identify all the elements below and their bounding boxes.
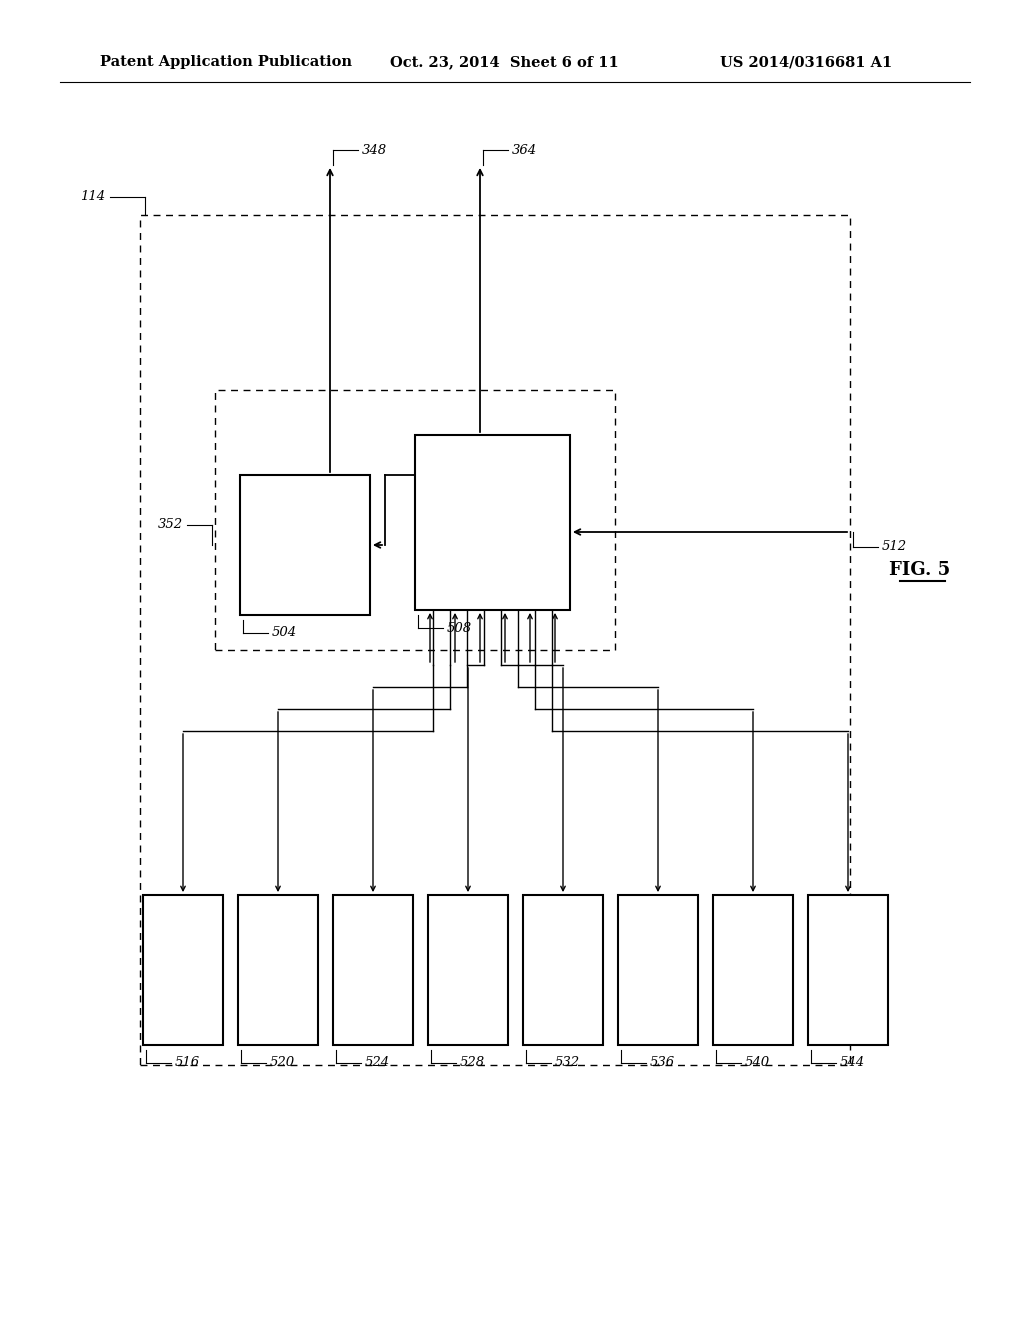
Text: FIG. 5: FIG. 5	[890, 561, 950, 579]
Text: 540: 540	[745, 1056, 770, 1069]
Bar	[428, 895, 508, 1045]
Bar	[523, 895, 603, 1045]
Bar	[808, 895, 888, 1045]
Text: Patent Application Publication: Patent Application Publication	[100, 55, 352, 69]
Text: 114: 114	[80, 190, 105, 203]
Text: 532: 532	[555, 1056, 581, 1069]
Text: 536: 536	[650, 1056, 675, 1069]
Text: 504: 504	[272, 627, 297, 639]
Bar	[238, 895, 318, 1045]
Text: Oct. 23, 2014  Sheet 6 of 11: Oct. 23, 2014 Sheet 6 of 11	[390, 55, 618, 69]
Bar	[140, 215, 850, 1065]
Text: 544: 544	[840, 1056, 865, 1069]
Text: 516: 516	[175, 1056, 200, 1069]
Text: 524: 524	[365, 1056, 390, 1069]
Text: 520: 520	[270, 1056, 295, 1069]
Bar	[333, 895, 413, 1045]
Bar	[415, 436, 570, 610]
Bar	[143, 895, 223, 1045]
Text: 348: 348	[362, 144, 387, 157]
Text: 528: 528	[460, 1056, 485, 1069]
Bar	[215, 389, 615, 649]
Text: 508: 508	[447, 622, 472, 635]
Bar	[240, 475, 370, 615]
Bar	[713, 895, 793, 1045]
Text: US 2014/0316681 A1: US 2014/0316681 A1	[720, 55, 892, 69]
Text: 364: 364	[512, 144, 538, 157]
Text: 512: 512	[882, 540, 907, 553]
Bar	[618, 895, 698, 1045]
Text: 352: 352	[158, 519, 183, 532]
